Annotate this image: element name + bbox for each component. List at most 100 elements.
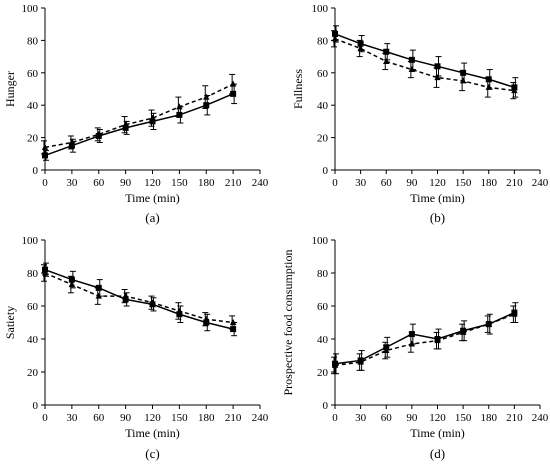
series-line <box>44 93 234 157</box>
x-tick-label: 120 <box>144 412 161 424</box>
x-tick-label: 0 <box>332 177 338 189</box>
x-tick-label: 60 <box>381 177 393 189</box>
x-tick-label: 180 <box>198 177 215 189</box>
x-tick-label: 30 <box>355 412 367 424</box>
y-tick-label: 40 <box>27 334 39 346</box>
data-point-square <box>122 296 129 303</box>
data-point-square <box>122 124 129 131</box>
x-axis-title: Time (min) <box>125 426 180 440</box>
x-tick-label: 180 <box>481 177 498 189</box>
x-tick-label: 60 <box>381 412 393 424</box>
panel-label: (d) <box>430 446 445 461</box>
x-tick-label: 60 <box>93 412 105 424</box>
data-point-triangle <box>68 138 76 145</box>
data-point-triangle <box>331 35 339 42</box>
data-point-square <box>357 40 364 47</box>
data-point-triangle <box>68 281 76 288</box>
x-tick-label: 0 <box>42 177 48 189</box>
data-point-triangle <box>229 80 237 87</box>
y-tick-label: 40 <box>27 100 39 112</box>
y-tick-label: 40 <box>317 100 329 112</box>
data-point-triangle <box>122 292 129 299</box>
y-tick-label: 20 <box>317 133 329 145</box>
panel-d: 0 30 60 90 120 150 180 210 240 0 20 40 60 80 100 Time (… <box>281 235 549 461</box>
data-point-triangle <box>408 66 416 73</box>
data-point-square <box>408 56 415 63</box>
x-axis-title: Time (min) <box>410 191 465 205</box>
data-point-triangle <box>203 93 210 100</box>
data-point-square <box>434 63 441 70</box>
x-tick-label: 30 <box>66 177 78 189</box>
x-tick-label: 180 <box>481 412 498 424</box>
data-point-triangle <box>434 74 441 81</box>
data-point-square <box>408 331 415 338</box>
data-point-triangle <box>176 307 183 314</box>
series-line <box>334 38 515 92</box>
x-tick-label: 210 <box>506 177 523 189</box>
data-point-square <box>149 118 156 125</box>
data-point-square <box>68 142 75 149</box>
data-point-square <box>383 48 390 55</box>
series-line <box>44 268 234 330</box>
panel-c: 0 30 60 90 120 150 180 210 240 0 20 40 60 80 100 Time (… <box>3 235 269 461</box>
series-line <box>44 83 234 149</box>
data-point-triangle <box>229 319 237 325</box>
x-tick-label: 240 <box>252 412 269 424</box>
data-point-triangle <box>459 77 467 84</box>
x-tick-label: 90 <box>406 177 418 189</box>
x-tick-label: 150 <box>455 177 472 189</box>
x-tick-label: 180 <box>198 412 215 424</box>
y-tick-label: 40 <box>317 334 329 346</box>
series-line <box>44 272 234 324</box>
data-point-triangle <box>485 320 492 327</box>
series-dashed <box>41 73 237 155</box>
x-tick-label: 120 <box>144 177 161 189</box>
x-axis-title: Time (min) <box>125 191 180 205</box>
series-solid <box>332 25 519 98</box>
y-axis-title: Hunger <box>3 71 17 107</box>
data-point-square <box>176 111 183 118</box>
series-dashed <box>331 30 518 100</box>
data-point-triangle <box>459 328 467 335</box>
y-tick-label: 0 <box>323 165 329 177</box>
data-point-triangle <box>511 310 518 317</box>
data-point-square <box>332 30 338 37</box>
x-tick-label: 210 <box>506 412 523 424</box>
y-tick-label: 60 <box>27 301 39 313</box>
y-axis-title: Fullness <box>291 69 305 109</box>
panel-a: 0 30 60 90 120 150 180 210 240 0 20 40 60 80 100 Time (… <box>3 3 269 225</box>
y-tick-label: 60 <box>27 68 39 80</box>
y-axis-title: Satiety <box>3 306 17 339</box>
y-axis-title: Prospective food consumption <box>281 250 295 396</box>
x-axis-title: Time (min) <box>410 426 465 440</box>
x-tick-label: 150 <box>171 177 188 189</box>
y-tick-label: 0 <box>33 400 39 412</box>
x-tick-label: 90 <box>406 412 418 424</box>
data-point-square <box>203 319 210 326</box>
series-line <box>334 33 515 89</box>
x-tick-label: 240 <box>532 177 549 189</box>
x-tick-label: 240 <box>252 177 269 189</box>
x-tick-label: 60 <box>93 177 105 189</box>
data-point-triangle <box>95 130 102 137</box>
data-point-triangle <box>149 299 156 306</box>
data-point-triangle <box>41 269 49 276</box>
x-tick-label: 150 <box>455 412 472 424</box>
data-point-triangle <box>485 83 492 90</box>
data-point-triangle <box>511 87 518 94</box>
data-point-triangle <box>203 315 210 322</box>
y-tick-label: 80 <box>27 268 39 280</box>
x-tick-label: 210 <box>225 412 242 424</box>
panel-label: (b) <box>430 210 445 225</box>
x-tick-label: 120 <box>429 177 446 189</box>
data-point-square <box>203 102 210 109</box>
x-tick-label: 30 <box>355 177 367 189</box>
y-tick-label: 80 <box>317 268 329 280</box>
y-tick-label: 60 <box>317 68 329 80</box>
panel-b: 0 30 60 90 120 150 180 210 240 0 20 40 60 80 100 Time (… <box>291 3 549 225</box>
y-tick-label: 80 <box>27 35 39 47</box>
data-point-triangle <box>408 340 416 347</box>
data-point-square <box>460 69 467 76</box>
y-tick-label: 60 <box>317 301 329 313</box>
series-dashed <box>41 264 237 330</box>
